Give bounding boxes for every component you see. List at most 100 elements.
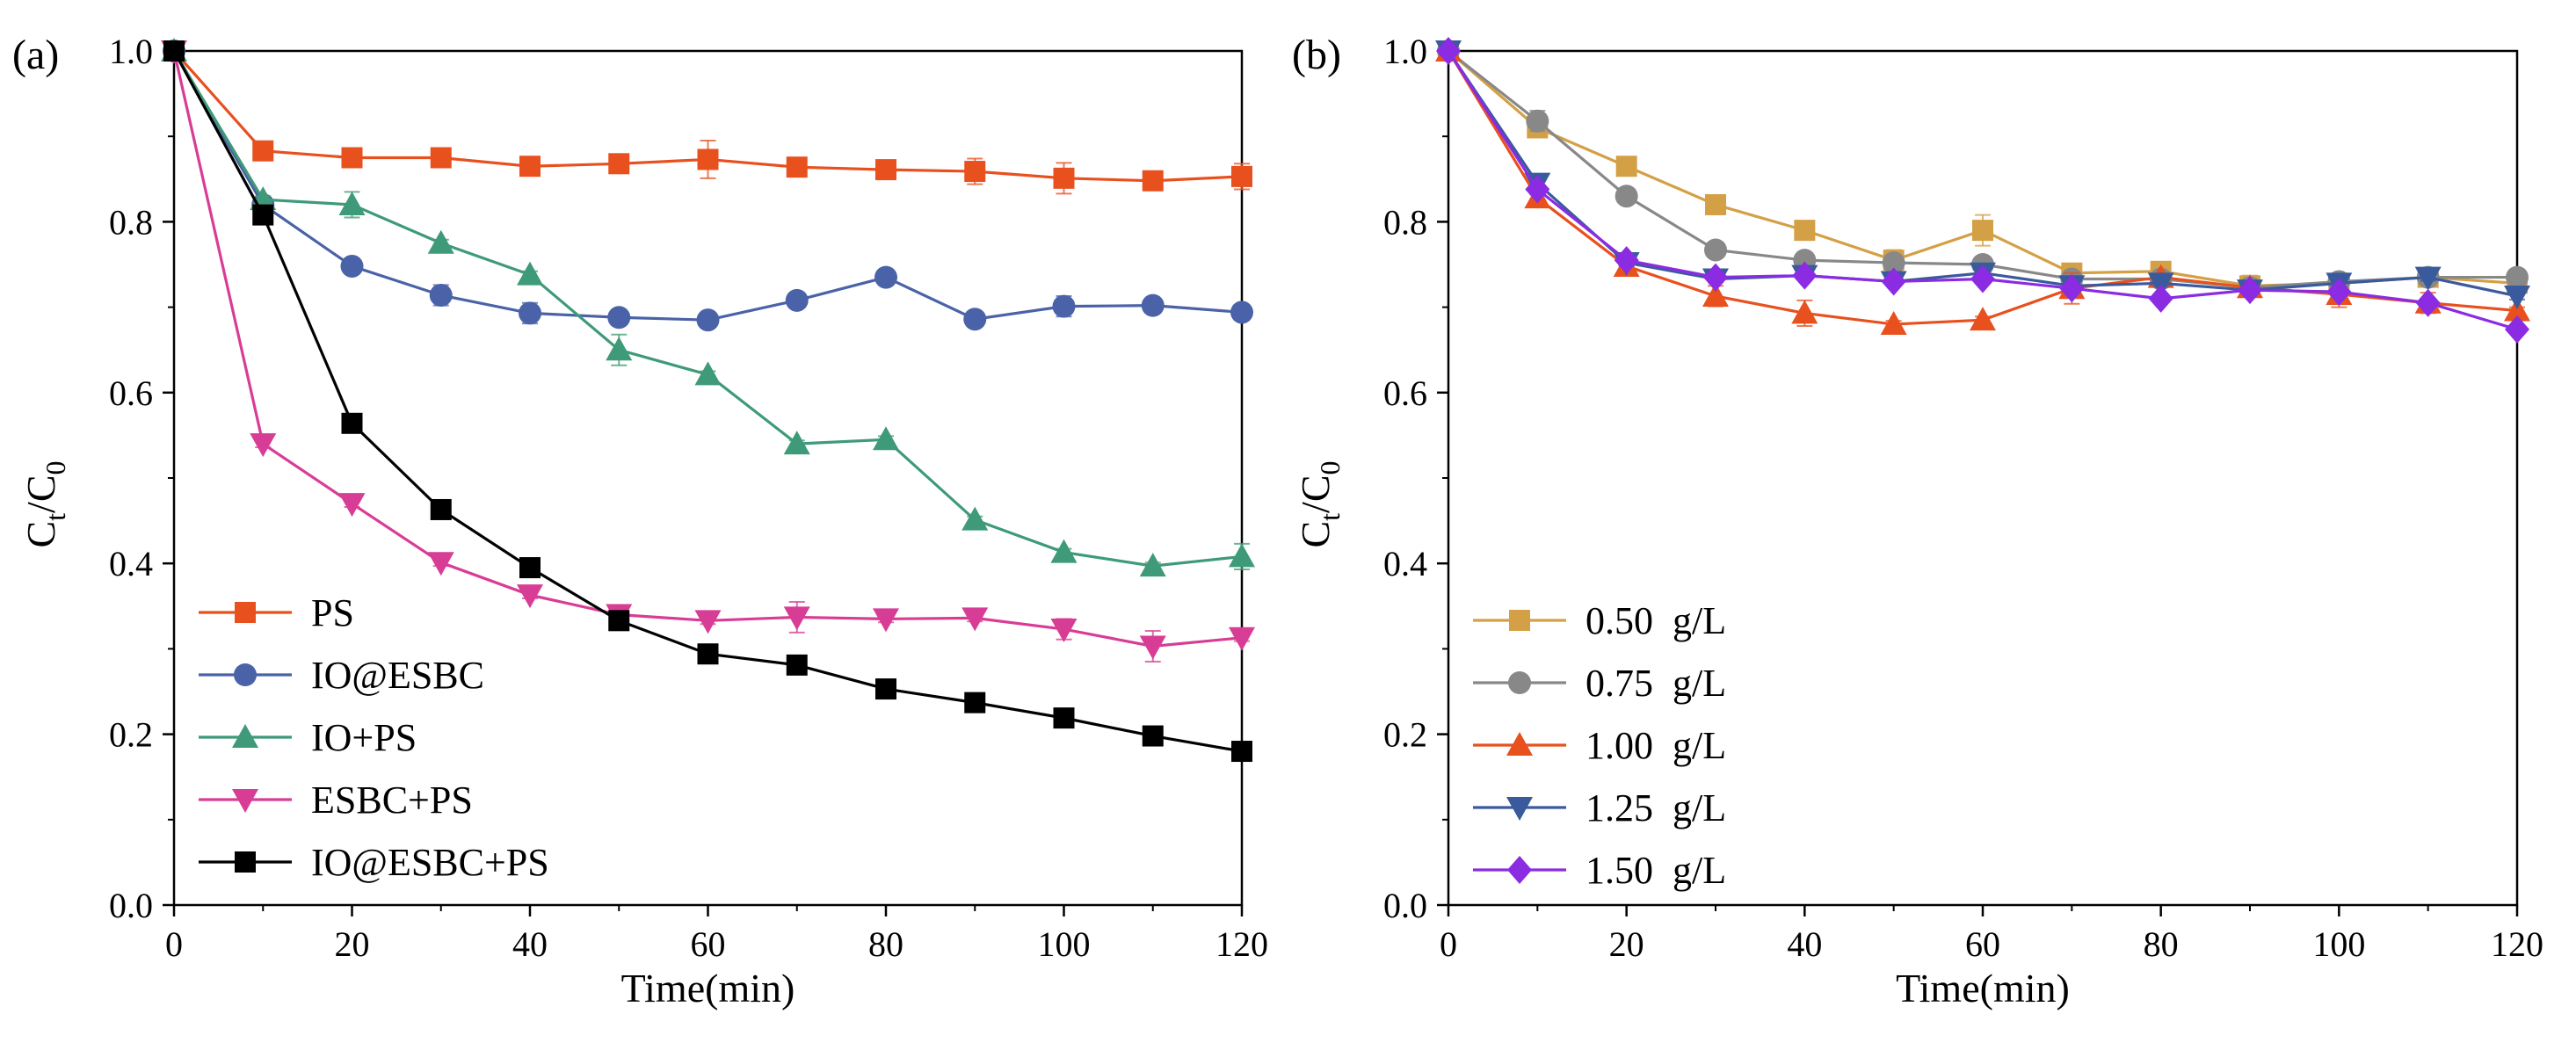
- panel-a-series-5-point: [875, 678, 896, 700]
- panel-a-y-tick-label: 0.4: [109, 544, 153, 583]
- panel-a-series-5-point: [430, 498, 452, 520]
- panel-a-legend-label: IO@ESBC+PS: [311, 841, 549, 884]
- panel-a-x-tick-label: 80: [868, 924, 903, 964]
- panel-b-legend-label: 1.25 g/L: [1586, 786, 1726, 829]
- panel-a-x-tick-label: 0: [165, 924, 183, 964]
- panel-a-series-2-point: [874, 265, 897, 289]
- panel-a-series-1-point: [1053, 167, 1075, 189]
- panel-b-series-5-point: [2238, 276, 2262, 305]
- panel-a-series-3-point: [961, 506, 989, 531]
- panel-b-y-tick-label: 0.0: [1383, 886, 1427, 925]
- panel-a-legend-marker: [235, 602, 256, 623]
- panel-b-series-5-point: [2505, 315, 2529, 344]
- panel-a-series-2-point: [696, 308, 720, 332]
- panel-b-series-1-point: [1615, 156, 1637, 177]
- panel-a-series-1-point: [608, 153, 630, 175]
- panel-b-series-5-point: [2415, 288, 2441, 317]
- panel-a-legend: PS IO@ESBC IO+PS ESBC+PS IO@ESBC+PS: [199, 591, 549, 884]
- panel-a-series-4-point: [1229, 627, 1255, 651]
- panel-b-x-tick-label: 80: [2144, 924, 2179, 964]
- panel-a-series-3-point: [606, 337, 633, 361]
- panel-b: 0 20 40 60 80 100 120 0.0 0.2 0.4 0.6 0.8 1.0 Time(mi…: [1292, 32, 2543, 1010]
- panel-a: 0 20 40 60 80 100 120 0.0 0.2 0.4 0.6 0.8 1.0 Time(mi…: [12, 32, 1268, 1010]
- y-title-sub-0: 0: [40, 460, 71, 474]
- panel-b-series-3-point: [1970, 307, 1996, 331]
- panel-a-legend-label: IO@ESBC: [311, 654, 484, 697]
- panel-b-plot-frame: [1447, 49, 2519, 907]
- panel-b-series-3-point: [1880, 311, 1907, 336]
- panel-a-x-axis-title: Time(min): [621, 966, 795, 1010]
- panel-b-x-tick-label: 60: [1965, 924, 2000, 964]
- panel-a-legend-marker: [234, 663, 257, 686]
- panel-a-legend-marker: [232, 789, 258, 813]
- panel-a-label: (a): [12, 32, 59, 78]
- panel-a-series-3-point: [1229, 543, 1255, 568]
- panel-b-series-5-point: [1525, 175, 1550, 204]
- panel-b-legend-label: 1.00 g/L: [1586, 724, 1726, 767]
- panel-b-y-tick-label: 0.4: [1383, 544, 1427, 583]
- panel-a-x-tick-label: 60: [691, 924, 726, 964]
- panel-a-series-4-point: [250, 433, 277, 458]
- panel-b-series-5-point: [2059, 274, 2085, 303]
- panel-b-series-5-point: [2326, 278, 2352, 307]
- panel-a-series-2-point: [340, 254, 364, 278]
- panel-a-series-1-point: [697, 148, 719, 170]
- panel-a-series-3-point: [873, 426, 899, 451]
- panel-b-series-5-point: [1703, 263, 1728, 292]
- panel-b-legend-label: 1.50 g/L: [1586, 849, 1726, 892]
- panel-b-series-2-point: [1882, 251, 1905, 275]
- panel-b-legend-marker: [1506, 732, 1533, 756]
- panel-b-legend-marker: [1507, 856, 1532, 884]
- y-title-main: C: [18, 521, 63, 548]
- panel-b-x-tick-label: 0: [1440, 924, 1457, 964]
- panel-b-series-2-point: [1704, 238, 1727, 262]
- panel-a-series-2-point: [1230, 301, 1253, 324]
- panel-b-legend-marker: [1508, 671, 1531, 694]
- panel-b-legend: 0.50 g/L 0.75 g/L 1.00 g/L 1.25 g/L 1.50 g/L: [1473, 599, 1726, 892]
- panel-a-series-5-point: [1142, 725, 1164, 747]
- panel-b-y-tick-label: 0.2: [1383, 715, 1427, 755]
- panel-b-legend-label: 0.75 g/L: [1586, 662, 1726, 705]
- panel-a-y-tick-label: 0.8: [109, 202, 153, 242]
- panel-a-series-1-point: [875, 159, 896, 181]
- panel-a-series-2-point: [429, 283, 453, 307]
- panel-a-x-tick-label: 100: [1038, 924, 1091, 964]
- panel-a-series-3-point: [427, 229, 454, 254]
- panel-a-series-4: [161, 40, 1255, 663]
- panel-b-y-tick-label: 1.0: [1383, 32, 1427, 71]
- panel-a-y-tick-label: 0.2: [109, 715, 153, 755]
- panel-b-x-tick-label: 120: [2491, 924, 2543, 964]
- panel-a-series-4-point: [1050, 619, 1078, 643]
- panel-a-series-3-point: [1050, 539, 1078, 563]
- panel-a-legend-label: ESBC+PS: [311, 779, 473, 822]
- panel-a-series-3-point: [694, 361, 722, 386]
- panel-b-legend-label: 0.50 g/L: [1586, 599, 1726, 642]
- panel-b-x-tick-label: 20: [1609, 924, 1644, 964]
- panel-a-series-5-point: [519, 557, 541, 579]
- panel-b-legend-marker: [1506, 797, 1533, 821]
- panel-b-series-3-point: [2504, 297, 2530, 322]
- panel-b-series-3-point: [1702, 282, 1729, 307]
- panel-b-series-2-point: [1615, 185, 1638, 208]
- panel-a-series-1: [163, 40, 1252, 195]
- panel-a-y-axis-title: Ct/C0: [18, 460, 71, 547]
- panel-a-series-1-point: [252, 140, 274, 162]
- y-title-sub-0: 0: [1314, 460, 1346, 474]
- panel-b-series-3-point: [1791, 300, 1818, 324]
- panel-b-series-5: [1436, 37, 2529, 344]
- panel-a-series-4-point: [961, 607, 989, 632]
- panel-b-y-tick-label: 0.8: [1383, 202, 1427, 242]
- panel-b-series-4-point: [2414, 266, 2442, 291]
- panel-a-series-5-point: [608, 610, 630, 632]
- panel-a-series-1-point: [786, 156, 808, 178]
- panel-a-series-1-point: [964, 161, 986, 183]
- panel-b-x-tick-label: 40: [1787, 924, 1822, 964]
- panel-a-series-1-point: [1142, 170, 1164, 192]
- panel-b-series-1-point: [1705, 193, 1726, 215]
- panel-b-series-5-point: [1970, 264, 1995, 293]
- panel-a-series-5: [163, 40, 1252, 763]
- panel-a-series-2-line: [172, 50, 1243, 322]
- panel-a-series-3-point: [517, 261, 543, 286]
- panel-a-series-4-point: [427, 552, 454, 576]
